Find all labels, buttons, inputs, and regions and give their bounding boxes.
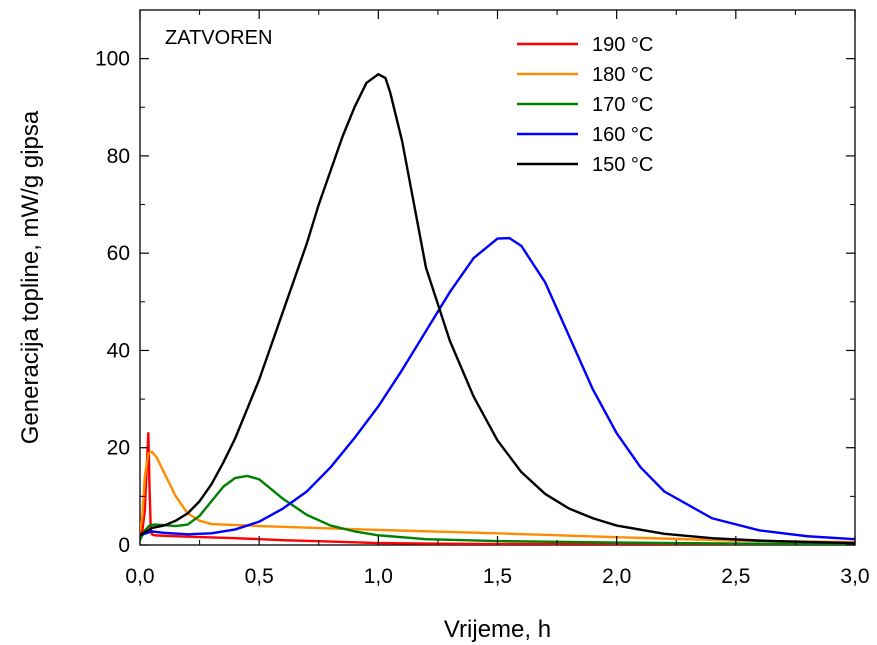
y-tick-label: 80: [107, 145, 130, 168]
series-line-150C: [140, 73, 855, 545]
y-tick-label: 100: [95, 48, 130, 71]
legend-item: 190 °C: [517, 34, 653, 56]
legend-label: 170 °C: [592, 94, 653, 116]
ticks-layer: [139, 10, 856, 546]
legend-item: 160 °C: [517, 124, 653, 146]
legend-label: 190 °C: [592, 34, 653, 56]
y-tick-label: 20: [107, 437, 130, 460]
x-tick-label: 3,0: [840, 565, 869, 588]
x-tick-label: 2,5: [721, 565, 750, 588]
x-tick-label: 2,0: [602, 565, 631, 588]
legend-label: 180 °C: [592, 64, 653, 86]
plot-frame: [139, 9, 856, 546]
series-layer: [140, 73, 855, 545]
legend-item: 170 °C: [517, 94, 653, 116]
legend-item: 180 °C: [517, 64, 653, 86]
legend-item: 150 °C: [517, 154, 653, 176]
series-line-180C: [140, 450, 855, 544]
legend: 190 °C 180 °C 170 °C 160 °C 150 °C: [517, 34, 653, 176]
y-axis-title: Generacija topline, mW/g gipsa: [17, 110, 44, 444]
legend-label: 160 °C: [592, 124, 653, 146]
x-tick-label: 0,5: [245, 565, 274, 588]
series-line-160C: [140, 236, 855, 541]
x-tick-label: 0,0: [125, 565, 154, 588]
y-tick-label: 60: [107, 242, 130, 265]
plot-area-border: [139, 9, 856, 546]
legend-label: 150 °C: [592, 154, 653, 176]
chart-annotation: ZATVOREN: [165, 27, 272, 49]
x-tick-label: 1,5: [483, 565, 512, 588]
tick-labels-layer: 0,0 0,5 1,0 1,5 2,0 2,5 3,0 0 20 40 60 80 100: [95, 48, 870, 588]
x-tick-label: 1,0: [364, 565, 393, 588]
y-tick-label: 40: [107, 339, 130, 362]
y-tick-label: 0: [118, 534, 130, 557]
x-axis-title: Vrijeme, h: [444, 616, 551, 643]
